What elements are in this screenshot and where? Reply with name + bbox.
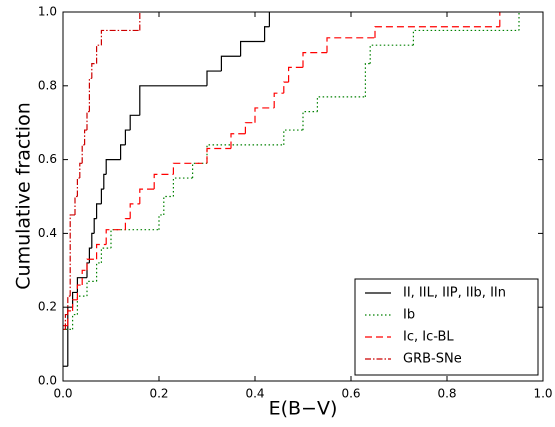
step-segment [67, 306, 73, 367]
step-segment [139, 188, 155, 204]
step-segment [86, 262, 90, 278]
x-tick-label: 1.0 [533, 387, 552, 401]
step-segment [64, 313, 68, 330]
step-segment [264, 26, 270, 42]
legend-label: Ic, Ic-BL [403, 330, 454, 345]
y-tick-label: 0.0 [38, 374, 57, 388]
step-segment [288, 66, 303, 83]
step-segment [76, 295, 87, 315]
step-segment [84, 129, 87, 145]
step-segment [105, 229, 126, 245]
step-segment [74, 195, 78, 215]
step-segment [153, 173, 174, 190]
step-segment [283, 81, 289, 94]
legend-label: II, IIL, IIP, IIb, IIn [403, 286, 506, 301]
step-segment [316, 96, 366, 112]
step-segment [88, 77, 92, 112]
step-segment [129, 203, 140, 219]
step-segment [124, 218, 131, 230]
step-segment [91, 232, 95, 249]
step-segment [206, 147, 231, 164]
step-segment [163, 195, 174, 215]
step-segment [76, 284, 83, 300]
step-segment [172, 162, 207, 175]
step-segment [96, 203, 102, 219]
step-segment [240, 40, 265, 57]
step-segment [67, 295, 71, 315]
x-tick-label: 0.8 [437, 387, 456, 401]
step-segment [86, 111, 90, 131]
step-segment [88, 247, 92, 263]
step-segment [244, 122, 255, 134]
step-segment [302, 51, 327, 68]
step-segment [96, 243, 107, 260]
step-segment [72, 313, 78, 330]
step-segment [139, 85, 207, 116]
y-tick-label: 0.8 [38, 78, 57, 92]
step-segment [81, 144, 85, 164]
step-segment [72, 299, 78, 311]
x-tick-label: 0.6 [341, 387, 360, 401]
step-segment [273, 92, 284, 108]
y-axis-label: Cumulative fraction [13, 102, 35, 289]
step-segment [110, 229, 159, 249]
step-segment [86, 258, 97, 271]
step-segment [254, 107, 275, 123]
step-segment [124, 129, 131, 145]
step-segment [369, 44, 414, 64]
step-segment [79, 162, 83, 179]
step-segment [105, 159, 121, 175]
step-segment [283, 129, 303, 145]
step-segment [220, 55, 241, 72]
step-segment [100, 188, 104, 204]
step-segment [412, 29, 519, 46]
x-tick-label: 0.4 [245, 387, 264, 401]
y-tick-label: 1.0 [38, 5, 57, 19]
step-segment [100, 29, 140, 46]
step-segment [86, 280, 97, 297]
legend-label: GRB-SNe [403, 352, 462, 367]
step-segment [230, 133, 246, 149]
step-segment [172, 177, 193, 197]
y-tick-label: 0.4 [38, 226, 57, 240]
step-segment [129, 114, 140, 131]
step-segment [93, 218, 97, 234]
step-segment [91, 63, 97, 79]
step-segment [206, 144, 284, 164]
x-tick-label: 0.2 [149, 387, 168, 401]
x-tick-label: 0.0 [53, 387, 72, 401]
step-segment [103, 173, 107, 190]
step-segment [326, 37, 375, 53]
step-segment [81, 269, 87, 286]
step-segment [76, 177, 80, 197]
plot-frame [62, 11, 544, 382]
step-segment [72, 291, 78, 308]
step-segment [69, 214, 75, 297]
step-segment [158, 214, 164, 230]
step-segment [100, 247, 111, 263]
step-segment [96, 44, 102, 64]
step-segment [206, 70, 222, 86]
step-segment [96, 262, 102, 282]
step-segment [374, 26, 500, 38]
step-segment [364, 63, 371, 97]
step-segment [67, 310, 73, 326]
step-segment [302, 111, 318, 131]
step-segment [120, 144, 126, 160]
x-axis-label: E(B−V) [269, 398, 338, 420]
legend-label: Ib [403, 308, 415, 323]
y-tick-label: 0.6 [38, 152, 57, 166]
step-segment [192, 162, 207, 179]
y-tick-label: 0.2 [38, 300, 57, 314]
